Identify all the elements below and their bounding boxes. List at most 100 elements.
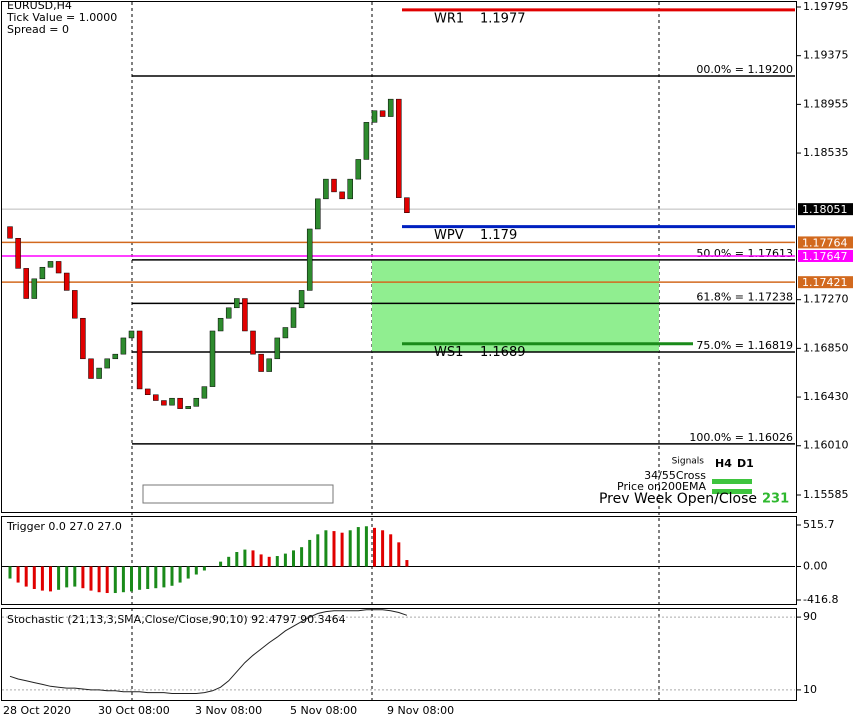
signals-title: Signals [672,457,705,467]
trigger-bar [32,566,36,589]
x-tick-label: 30 Oct 08:00 [98,704,170,717]
candle-body [323,178,329,200]
y-tick-label: 10 [803,683,817,696]
candle-body [120,337,127,355]
trigger-bar [146,566,150,589]
candle-body [144,388,151,395]
trigger-bar [389,534,393,567]
price-tag [798,249,853,262]
stochastic-label: Stochastic (21,13,3,SMA,Close/Close,90,1… [7,613,346,626]
trigger-bar [57,566,61,590]
candle-body [258,353,264,372]
trigger-bar [340,532,344,567]
trigger-bar [130,566,133,592]
candle-body [96,367,102,379]
trigger-bar [405,560,409,567]
trigger-bar [316,534,320,567]
trigger-bar [235,552,239,567]
signals-value: 231 [762,492,789,507]
candle-body [128,330,135,339]
candle-body [282,327,289,339]
y-tick-label: 1.16850 [803,341,849,354]
y-tick-label: 1.17270 [803,293,849,306]
trigger-bar [275,556,279,567]
candle-body [379,110,386,117]
trigger-bar [97,566,101,593]
fib-label: 00.0% = 1.19200 [696,63,793,76]
y-tick-label: 1.15585 [803,488,849,501]
candle-body [161,400,167,406]
trigger-bar [49,566,52,592]
x-tick-label: 3 Nov 08:00 [195,704,262,717]
pivot-name: WR1 [434,11,464,26]
candle-body [136,330,143,390]
candle-body [177,397,183,409]
candle-body [112,353,119,360]
trigger-bar [227,556,231,567]
price-tag [798,236,853,249]
signal-indicator [712,479,752,484]
price-tag-label: 1.18051 [802,203,848,216]
y-tick-label: 1.18535 [803,146,849,159]
trigger-bar [113,566,117,594]
trigger-bar [381,530,385,567]
pivot-name: WPV [434,228,464,243]
price-tag [798,276,853,289]
trigger-bar [24,566,28,587]
pivot-name: WS1 [434,345,463,360]
candle-body [242,298,248,332]
x-tick-label: 5 Nov 08:00 [290,704,357,717]
y-tick-label: 1.19375 [803,49,849,62]
fib-label: 61.8% = 1.17238 [696,290,793,303]
trigger-bar [267,556,271,567]
trigger-bar [138,566,142,590]
empty-box [142,484,334,504]
trigger-bar [121,566,125,593]
trigger-panel [1,516,797,605]
y-tick-label: 90 [803,610,817,623]
candle-body [339,191,345,200]
candle-body [404,197,410,213]
stochastic-line [9,609,408,694]
trigger-bar [283,553,287,567]
candle-body [363,122,370,160]
candle-body [47,261,54,268]
candle-body [104,358,110,369]
trigger-bar [308,539,312,567]
candle-body [193,397,200,407]
pivot-value: 1.179 [480,228,517,243]
candle-body [185,406,191,409]
trigger-bar [194,566,198,575]
tick-value: Tick Value = 1.0000 [6,11,117,24]
candle-body [88,358,94,379]
trigger-bar [162,566,166,588]
trigger-bar [186,566,190,579]
trigger-bar [259,554,263,567]
x-tick-label: 9 Nov 08:00 [387,704,454,717]
candle-body [290,307,297,328]
candle-body [153,394,159,401]
trigger-bar [202,566,206,571]
y-tick-label: 1.16430 [803,390,849,403]
signals-col: H4 [715,457,732,470]
fib-label: 50.0% = 1.17613 [696,247,793,260]
fib-label: 100.0% = 1.16026 [689,431,793,444]
candle-body [72,290,78,319]
candle-body [306,228,313,291]
signals-col: D1 [737,457,754,470]
candle-body [225,307,232,319]
signals-row: 34/55Cross [644,469,706,482]
candle-body [55,261,62,274]
candle-body [169,397,175,406]
trigger-bar [8,566,12,579]
candle-body [266,358,272,372]
candle-body [31,278,38,299]
y-tick-label: 0.00 [803,559,828,572]
price-tag-label: 1.17421 [802,276,848,289]
symbol: EURUSD,H4 [7,0,72,12]
candle-body [63,272,70,291]
y-tick-label: 1.16010 [803,439,849,452]
candle-body [355,159,362,180]
